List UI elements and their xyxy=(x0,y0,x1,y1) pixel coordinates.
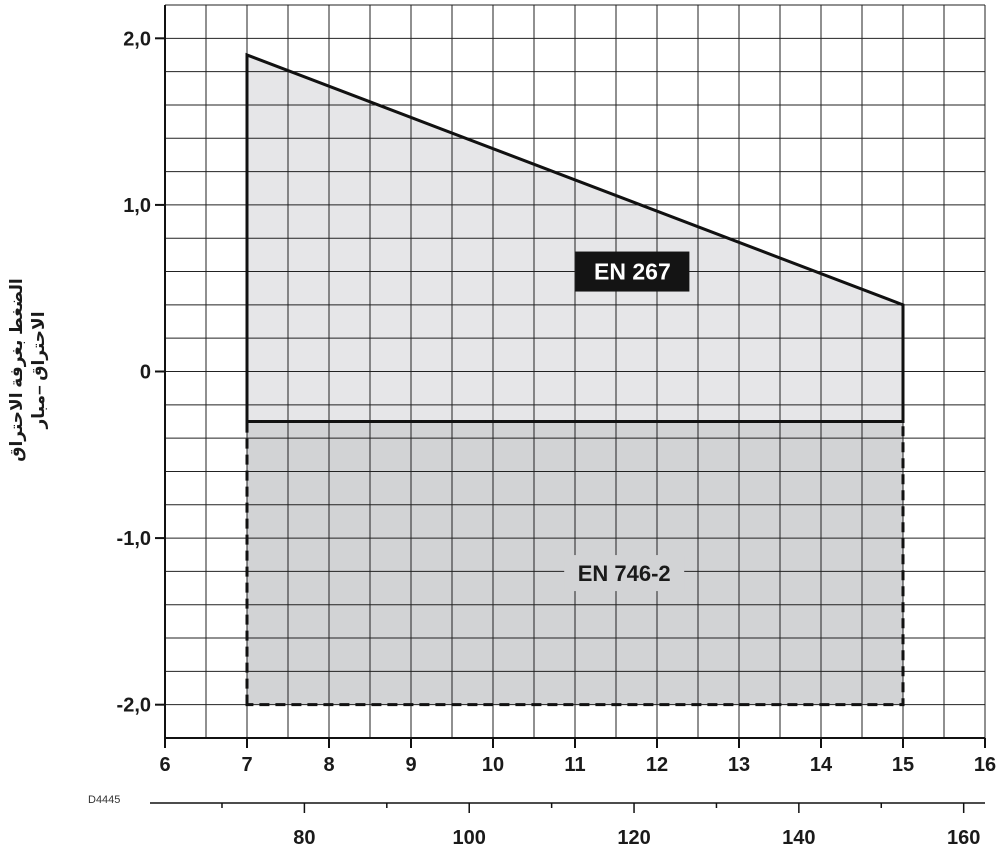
y-tick-label: 0 xyxy=(140,362,151,384)
secondary-x-tick-label: 100 xyxy=(453,827,486,849)
y-axis-label-line2: الاحتراق –مبار xyxy=(29,311,49,429)
region-label-en267: EN 267 xyxy=(594,259,671,285)
outline-layer xyxy=(245,52,905,707)
region-outline-2 xyxy=(245,419,905,707)
y-tick-label: -1,0 xyxy=(117,528,151,550)
x-tick-label: 7 xyxy=(241,754,252,776)
region-label-box-en267 xyxy=(575,251,690,292)
x-tick-label: 6 xyxy=(159,754,170,776)
axis-layer xyxy=(150,5,986,813)
drawing-code-label: D4445 xyxy=(88,794,120,806)
x-tick-label: 9 xyxy=(405,754,416,776)
secondary-x-tick-label: 160 xyxy=(947,827,980,849)
x-tick-label: 13 xyxy=(728,754,750,776)
y-axis-label-line1: الضغط بغرفة الاحتراق xyxy=(7,278,27,461)
x-tick-label: 12 xyxy=(646,754,668,776)
secondary-x-tick-label: 120 xyxy=(617,827,650,849)
x-tick-label: 8 xyxy=(323,754,334,776)
x-tick-label: 16 xyxy=(974,754,996,776)
x-tick-label: 11 xyxy=(564,754,585,776)
y-tick-label: 1,0 xyxy=(123,195,151,217)
grid-layer xyxy=(165,4,986,739)
x-tick-label: 10 xyxy=(482,754,504,776)
x-tick-label: 15 xyxy=(892,754,914,776)
secondary-x-tick-label: 140 xyxy=(782,827,815,849)
y-tick-label: 2,0 xyxy=(123,28,151,50)
y-tick-label: -2,0 xyxy=(117,695,151,717)
label-layer: 2,0 1,0 0 -1,0 -2,0 6 7 8 9 10 11 12 13 14 15 16 80 100 12… xyxy=(117,28,997,849)
region-label-en746: EN 746-2 xyxy=(578,561,671,586)
x-tick-label: 14 xyxy=(810,754,833,776)
region-label-bg-en746 xyxy=(564,555,685,592)
secondary-x-tick-label: 80 xyxy=(293,827,315,849)
